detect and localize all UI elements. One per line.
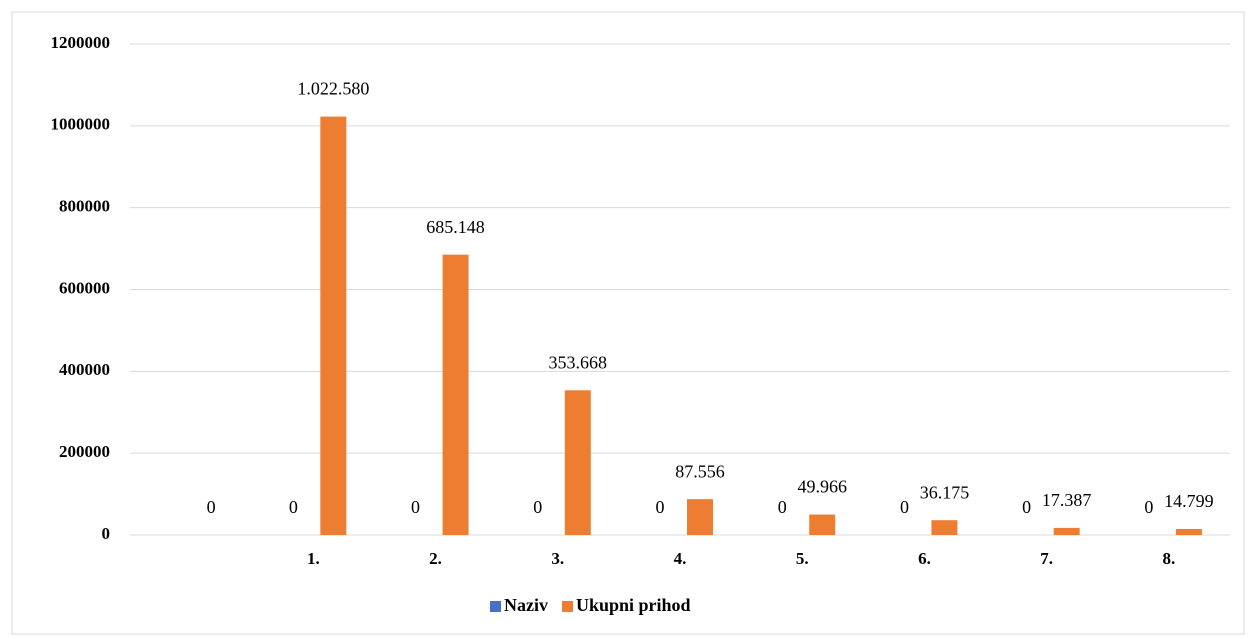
bar [1053, 527, 1080, 535]
data-label: 0 [207, 497, 216, 517]
data-label: 0 [900, 497, 909, 517]
data-label: 0 [533, 497, 542, 517]
x-tick-label: 7. [1040, 549, 1053, 568]
data-label: 0 [1144, 497, 1153, 517]
data-label: 49.966 [797, 477, 847, 497]
data-label: 17.387 [1042, 490, 1092, 510]
data-label: 14.799 [1164, 491, 1214, 511]
data-label: 0 [289, 497, 298, 517]
data-label: 0 [656, 497, 665, 517]
data-label: 87.556 [675, 461, 725, 481]
bar [1175, 528, 1202, 535]
legend-label: Ukupni prihod [576, 595, 691, 615]
y-tick-label: 1000000 [51, 115, 111, 134]
data-label: 0 [1022, 497, 1031, 517]
y-tick-label: 400000 [59, 360, 110, 379]
bar [931, 520, 958, 535]
legend-swatch [562, 601, 573, 612]
chart-frame [11, 11, 1245, 635]
y-tick-label: 0 [102, 524, 111, 543]
y-tick-label: 600000 [59, 278, 110, 297]
bar [442, 254, 469, 535]
y-tick-label: 1200000 [51, 33, 111, 52]
y-tick-label: 200000 [59, 442, 110, 461]
legend-swatch [490, 601, 501, 612]
data-label: 1.022.580 [297, 79, 369, 99]
data-label: 353.668 [549, 352, 608, 372]
bar [564, 390, 591, 535]
x-tick-label: 1. [307, 549, 320, 568]
bar [687, 499, 713, 535]
x-tick-label: 4. [674, 549, 687, 568]
data-label: 0 [411, 497, 420, 517]
x-tick-label: 8. [1163, 549, 1176, 568]
x-tick-label: 2. [429, 549, 442, 568]
bar [809, 514, 836, 535]
y-tick-label: 800000 [59, 197, 110, 216]
x-tick-label: 3. [551, 549, 564, 568]
bar [320, 116, 347, 535]
x-tick-label: 6. [918, 549, 931, 568]
data-label: 685.148 [426, 217, 485, 237]
x-tick-label: 5. [796, 549, 809, 568]
legend-label: Naziv [504, 595, 548, 615]
data-label: 0 [778, 497, 787, 517]
data-label: 36.175 [920, 482, 970, 502]
